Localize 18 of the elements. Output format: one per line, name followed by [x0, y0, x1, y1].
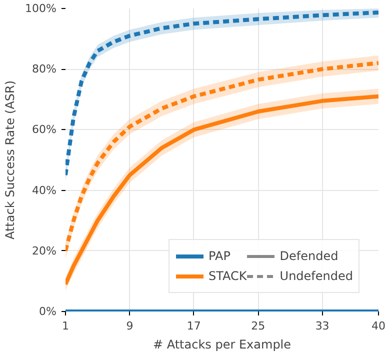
x-axis-title: # Attacks per Example — [152, 338, 292, 352]
annotation: Undefended — [280, 269, 353, 283]
x-tick-label: 9 — [126, 320, 134, 332]
y-tick-label: 100% — [25, 2, 57, 15]
y-tick-label: 40% — [32, 184, 57, 197]
legend-label: PAP — [208, 249, 230, 263]
x-tick-label: 40 — [372, 320, 386, 332]
y-tick-label: 60% — [32, 123, 57, 136]
y-tick-label: 0% — [39, 305, 56, 318]
y-tick-label: 20% — [32, 244, 57, 258]
x-tick-label: 25 — [251, 320, 266, 332]
legend-label: STACK — [208, 269, 247, 283]
y-axis-title: Attack Success Rate (ASR) — [3, 80, 18, 240]
x-tick-label: 33 — [315, 320, 330, 332]
x-tick-label: 17 — [186, 320, 201, 332]
x-tick-label: 1 — [62, 320, 69, 332]
y-tick-label: 80% — [32, 62, 57, 76]
annotation: Defended — [280, 249, 338, 263]
